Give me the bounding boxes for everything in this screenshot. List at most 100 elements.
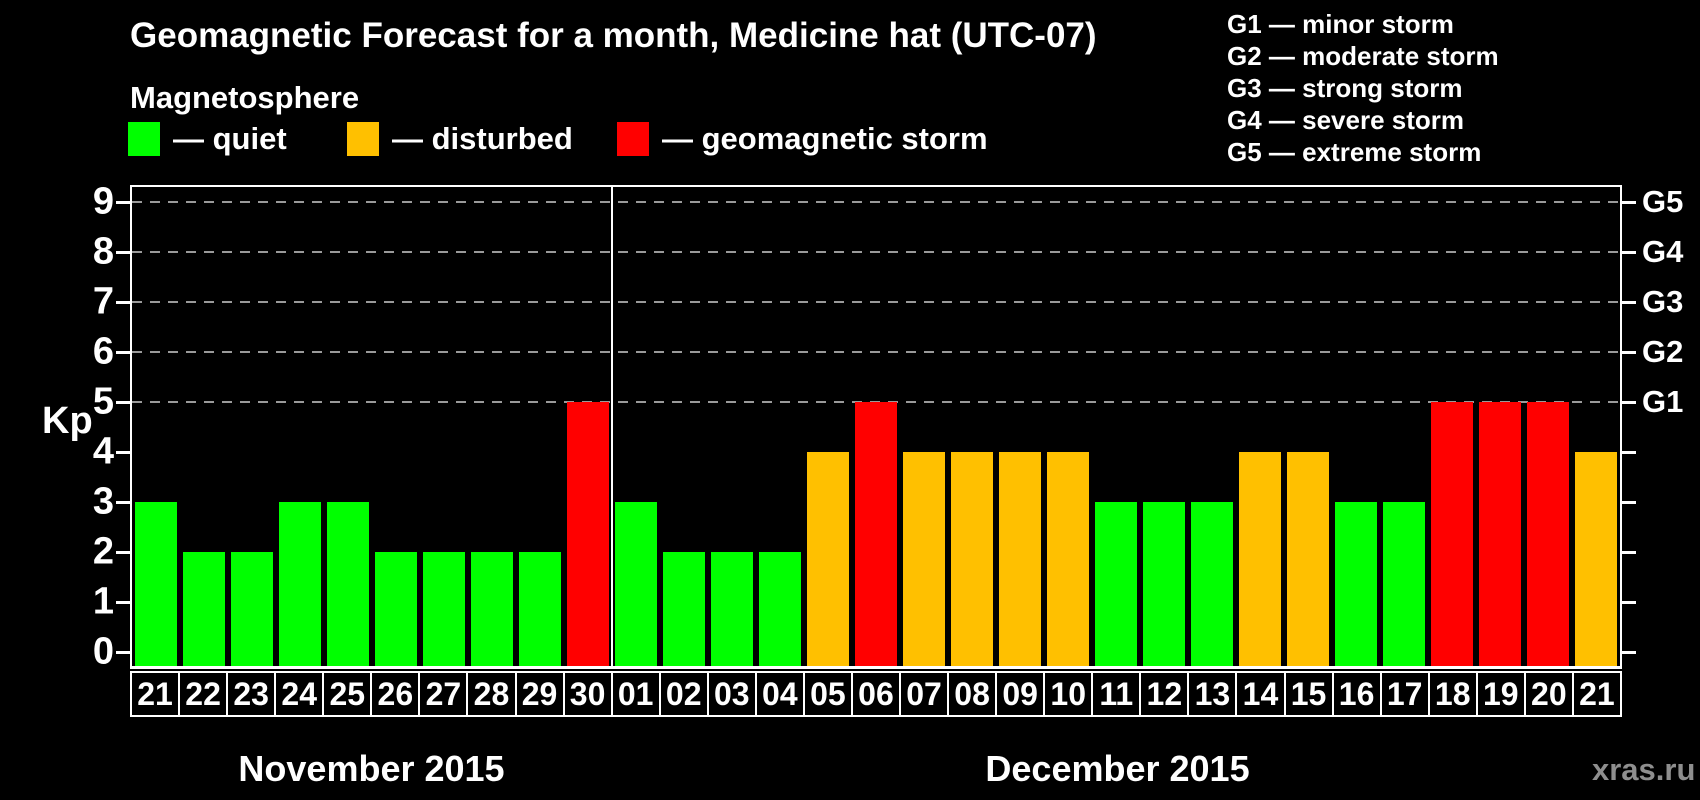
- date-cell-dec-12: 12: [1141, 673, 1190, 715]
- date-cell-dec-15: 15: [1286, 673, 1334, 715]
- date-cell-dec-06: 06: [853, 673, 901, 715]
- right-tick-kp3: [1622, 500, 1636, 504]
- right-tick-kp8: [1622, 250, 1636, 254]
- watermark: xras.ru: [1592, 752, 1696, 787]
- date-axis: 21 22 23 24 25 26 27 28 29 30 01 02 03 04 05 06 07 08 09 10…: [130, 671, 1622, 717]
- right-tick-kp6: [1622, 350, 1636, 354]
- left-tick-kp2: [116, 550, 130, 554]
- storm-color-swatch: [617, 122, 649, 156]
- legend-item-quiet: — quiet: [128, 120, 287, 158]
- date-cell-nov-27: 27: [420, 673, 469, 715]
- date-cell-nov-29: 29: [517, 673, 565, 715]
- right-tick-kp2: [1622, 550, 1636, 554]
- kp-bar-dec-14: [1239, 452, 1281, 666]
- date-cell-dec-01: 01: [613, 673, 661, 715]
- right-tick-kp4: [1622, 450, 1636, 454]
- g-legend-line-g1: G1 — minor storm: [1227, 9, 1454, 39]
- disturbed-color-swatch: [347, 122, 379, 156]
- month-label-november: November 2015: [238, 748, 505, 789]
- kp-bar-dec-18: [1431, 402, 1473, 666]
- kp-bar-dec-19: [1479, 402, 1521, 666]
- date-cell-nov-28: 28: [468, 673, 517, 715]
- date-cell-dec-04: 04: [757, 673, 805, 715]
- date-cell-nov-30: 30: [565, 673, 613, 715]
- left-tick-kp9: [116, 200, 130, 204]
- left-tick-kp4: [116, 450, 130, 454]
- left-tick-kp5: [116, 400, 130, 404]
- left-tick-kp6: [116, 350, 130, 354]
- g-legend-line-g5: G5 — extreme storm: [1227, 137, 1482, 167]
- date-cell-nov-21: 21: [132, 673, 181, 715]
- kp-bar-dec-10: [1047, 452, 1089, 666]
- date-cell-dec-20: 20: [1526, 673, 1574, 715]
- kp-bar-dec-15: [1287, 452, 1329, 666]
- kp-bar-dec-11: [1095, 502, 1137, 666]
- kp-bar-dec-04: [759, 552, 801, 666]
- right-tick-kp5: [1622, 400, 1636, 404]
- date-cell-dec-03: 03: [709, 673, 757, 715]
- kp-bar-dec-05: [807, 452, 849, 666]
- kp-bar-dec-16: [1335, 502, 1377, 666]
- kp-bar-dec-02: [663, 552, 705, 666]
- right-axis-label-g2: G2: [1642, 334, 1684, 369]
- kp-bar-dec-01: [615, 502, 657, 666]
- y-tick-label-8: 8: [92, 230, 114, 273]
- date-cell-dec-11: 11: [1093, 673, 1142, 715]
- kp-bar-dec-13: [1191, 502, 1233, 666]
- y-tick-label-0: 0: [92, 630, 114, 673]
- y-axis-title: Kp: [42, 400, 93, 442]
- date-cell-dec-08: 08: [949, 673, 998, 715]
- kp-bar-dec-08: [951, 452, 993, 666]
- kp-bar-nov-25: [327, 502, 369, 666]
- g-legend-line-g3: G3 — strong storm: [1227, 73, 1463, 103]
- legend-label-quiet: — quiet: [173, 121, 287, 156]
- legend-label-disturbed: — disturbed: [392, 121, 573, 156]
- right-axis-label-g3: G3: [1642, 284, 1684, 319]
- y-axis-tick-labels: 0 1 2 3 4 5 6 7 8 9: [0, 181, 114, 673]
- right-axis-label-g5: G5: [1642, 184, 1684, 219]
- legend-label-storm: — geomagnetic storm: [662, 121, 988, 156]
- y-tick-label-1: 1: [92, 580, 114, 623]
- y-tick-label-2: 2: [92, 530, 114, 573]
- gridline-kp9: [132, 201, 1620, 203]
- kp-bar-dec-12: [1143, 502, 1185, 666]
- right-tick-kp1: [1622, 600, 1636, 604]
- date-cell-dec-16: 16: [1334, 673, 1382, 715]
- kp-bar-nov-30: [567, 402, 609, 666]
- right-axis-label-g1: G1: [1642, 384, 1684, 419]
- legend-item-storm: — geomagnetic storm: [617, 120, 988, 158]
- g-scale-legend: G1 — minor storm G2 — moderate storm G3 …: [1227, 8, 1499, 168]
- right-axis-label-g4: G4: [1642, 234, 1684, 269]
- date-cell-dec-10: 10: [1045, 673, 1094, 715]
- plot-area: [116, 185, 1636, 669]
- y-tick-label-9: 9: [92, 180, 114, 223]
- gridline-kp8: [132, 251, 1620, 253]
- kp-bar-nov-28: [471, 552, 513, 666]
- kp-bar-dec-21: [1575, 452, 1617, 666]
- g-legend-line-g2: G2 — moderate storm: [1227, 41, 1499, 71]
- date-cell-dec-07: 07: [901, 673, 950, 715]
- date-cell-dec-13: 13: [1189, 673, 1238, 715]
- date-cell-nov-23: 23: [228, 673, 277, 715]
- kp-bar-dec-03: [711, 552, 753, 666]
- right-tick-kp9: [1622, 200, 1636, 204]
- y-tick-label-7: 7: [92, 280, 114, 323]
- date-cell-dec-21: 21: [1579, 675, 1615, 712]
- y-tick-label-6: 6: [92, 330, 114, 373]
- date-cell-dec-18: 18: [1430, 673, 1478, 715]
- left-tick-kp0: [116, 650, 130, 654]
- kp-bar-dec-07: [903, 452, 945, 666]
- date-cell-nov-26: 26: [372, 673, 421, 715]
- y-tick-label-5: 5: [92, 380, 114, 423]
- kp-bar-nov-27: [423, 552, 465, 666]
- kp-bar-nov-21: [135, 502, 177, 666]
- gridline-kp7: [132, 301, 1620, 303]
- date-cell-nov-22: 22: [180, 673, 229, 715]
- date-cell-dec-02: 02: [661, 673, 709, 715]
- date-cell-dec-09: 09: [997, 673, 1046, 715]
- left-tick-kp3: [116, 500, 130, 504]
- left-tick-kp1: [116, 600, 130, 604]
- gridline-kp6: [132, 351, 1620, 353]
- month-separator-line: [611, 187, 613, 666]
